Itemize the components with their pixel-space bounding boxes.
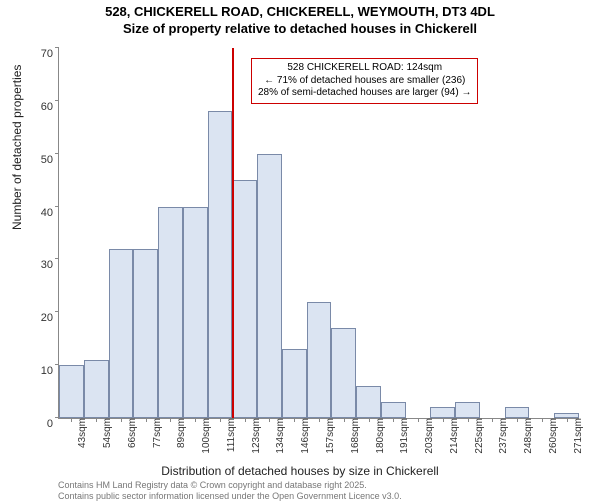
x-tick-mark	[71, 418, 72, 422]
histogram-bar	[356, 386, 381, 418]
x-tick-label: 146sqm	[298, 418, 311, 454]
x-tick-mark	[269, 418, 270, 422]
x-tick-label: 43sqm	[75, 418, 88, 448]
y-tick-label: 50	[41, 154, 59, 166]
x-tick-label: 260sqm	[546, 418, 559, 454]
x-tick-mark	[517, 418, 518, 422]
x-tick-label: 168sqm	[348, 418, 361, 454]
x-tick-label: 77sqm	[150, 418, 163, 448]
y-tick-mark	[55, 100, 59, 101]
x-tick-mark	[468, 418, 469, 422]
x-tick-label: 134sqm	[273, 418, 286, 454]
annotation-line: ← 71% of detached houses are smaller (23…	[258, 75, 471, 88]
histogram-bar	[183, 207, 208, 418]
y-tick-mark	[55, 47, 59, 48]
y-tick-mark	[55, 153, 59, 154]
histogram-bar	[133, 249, 158, 418]
x-tick-label: 237sqm	[496, 418, 509, 454]
histogram-bar	[109, 249, 134, 418]
x-tick-mark	[294, 418, 295, 422]
histogram-bar	[381, 402, 406, 418]
x-tick-label: 66sqm	[125, 418, 138, 448]
x-tick-label: 225sqm	[472, 418, 485, 454]
histogram-bar	[208, 111, 233, 418]
x-tick-mark	[121, 418, 122, 422]
x-tick-label: 271sqm	[571, 418, 584, 454]
histogram-bar	[59, 365, 84, 418]
x-tick-label: 203sqm	[422, 418, 435, 454]
histogram-bar	[455, 402, 480, 418]
x-tick-label: 248sqm	[521, 418, 534, 454]
annotation-box: 528 CHICKERELL ROAD: 124sqm ← 71% of det…	[251, 58, 478, 104]
y-tick-label: 60	[41, 101, 59, 113]
histogram-bar	[158, 207, 183, 418]
histogram-bar	[505, 407, 530, 418]
x-tick-mark	[319, 418, 320, 422]
y-tick-label: 0	[47, 418, 59, 430]
chart-title-line1: 528, CHICKERELL ROAD, CHICKERELL, WEYMOU…	[0, 0, 600, 21]
x-tick-label: 214sqm	[447, 418, 460, 454]
y-tick-label: 70	[41, 48, 59, 60]
y-tick-label: 20	[41, 312, 59, 324]
x-tick-label: 89sqm	[174, 418, 187, 448]
x-tick-mark	[418, 418, 419, 422]
y-tick-label: 30	[41, 259, 59, 271]
x-tick-label: 180sqm	[373, 418, 386, 454]
y-tick-label: 40	[41, 207, 59, 219]
x-axis-label: Distribution of detached houses by size …	[0, 464, 600, 478]
x-tick-label: 111sqm	[224, 418, 237, 452]
histogram-bar	[84, 360, 109, 418]
x-tick-label: 100sqm	[199, 418, 212, 454]
x-tick-mark	[220, 418, 221, 422]
histogram-bar	[232, 180, 257, 418]
x-tick-mark	[344, 418, 345, 422]
y-tick-label: 10	[41, 365, 59, 377]
y-tick-mark	[55, 311, 59, 312]
attribution-footer: Contains HM Land Registry data © Crown c…	[58, 480, 402, 502]
histogram-bar	[331, 328, 356, 418]
annotation-line: 28% of semi-detached houses are larger (…	[258, 87, 471, 100]
x-tick-label: 54sqm	[100, 418, 113, 448]
x-tick-mark	[146, 418, 147, 422]
footer-line: Contains HM Land Registry data © Crown c…	[58, 480, 402, 491]
histogram-bar	[307, 302, 332, 418]
x-tick-label: 157sqm	[323, 418, 336, 454]
x-tick-mark	[96, 418, 97, 422]
x-tick-mark	[245, 418, 246, 422]
x-tick-mark	[195, 418, 196, 422]
annotation-line: 528 CHICKERELL ROAD: 124sqm	[258, 62, 471, 75]
x-tick-mark	[443, 418, 444, 422]
histogram-bar	[282, 349, 307, 418]
histogram-bar	[257, 154, 282, 418]
x-tick-mark	[542, 418, 543, 422]
x-tick-mark	[170, 418, 171, 422]
reference-line	[232, 48, 234, 418]
histogram-bar	[430, 407, 455, 418]
plot-area: 528 CHICKERELL ROAD: 124sqm ← 71% of det…	[58, 48, 579, 419]
x-tick-label: 123sqm	[249, 418, 262, 454]
y-tick-mark	[55, 258, 59, 259]
chart-title-line2: Size of property relative to detached ho…	[0, 21, 600, 40]
property-size-histogram: 528, CHICKERELL ROAD, CHICKERELL, WEYMOU…	[0, 0, 600, 500]
y-tick-mark	[55, 206, 59, 207]
x-tick-mark	[393, 418, 394, 422]
x-tick-mark	[369, 418, 370, 422]
x-tick-mark	[492, 418, 493, 422]
y-axis-label: Number of detached properties	[10, 65, 24, 230]
x-tick-mark	[567, 418, 568, 422]
x-tick-label: 191sqm	[397, 418, 410, 454]
